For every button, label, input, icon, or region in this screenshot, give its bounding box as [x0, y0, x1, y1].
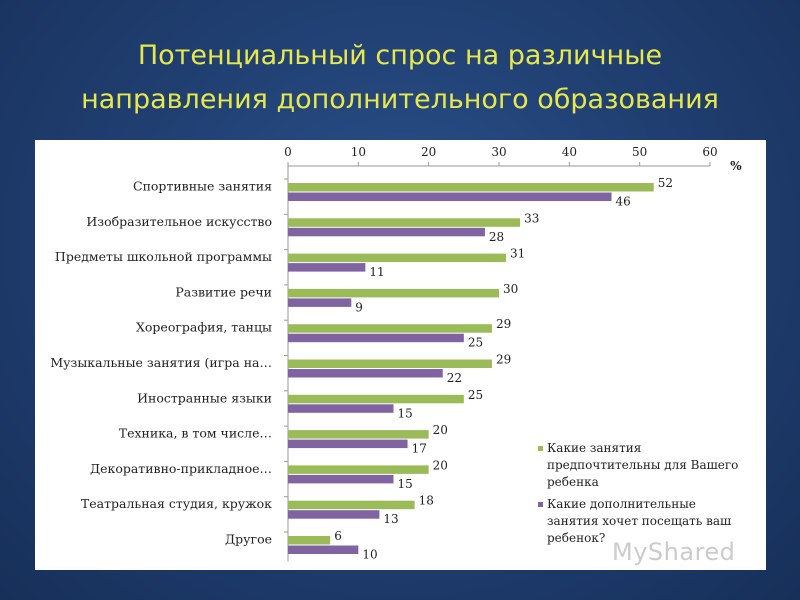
data-label-series1: 18 [419, 494, 434, 508]
data-label-series1: 52 [658, 176, 673, 190]
data-label-series2: 13 [383, 512, 398, 526]
legend-label: ребенка [547, 475, 599, 489]
x-tick-label: 50 [632, 145, 647, 159]
category-label: Предметы школьной программы [55, 249, 272, 264]
bar-series1 [288, 324, 492, 333]
category-label: Другое [225, 532, 272, 547]
legend-label: Какие занятия [547, 441, 641, 455]
bar-series2 [288, 263, 366, 272]
x-tick-label: 0 [284, 145, 292, 159]
data-label-series1: 20 [433, 423, 448, 437]
data-label-series1: 20 [433, 458, 448, 472]
data-label-series2: 15 [398, 477, 413, 491]
slide-title-line-1: Потенциальный спрос на различные [137, 40, 663, 71]
data-label-series2: 15 [398, 406, 413, 420]
x-tick-label: 60 [702, 145, 717, 159]
x-tick-label: 10 [351, 145, 366, 159]
category-label: Техника, в том числе… [119, 426, 272, 441]
bar-series2 [288, 510, 380, 519]
slide-title-line-2: направления дополнительного образования [81, 84, 719, 115]
data-label-series1: 6 [334, 529, 342, 543]
data-label-series1: 25 [468, 388, 483, 402]
slide-title: Потенциальный спрос на различные направл… [0, 34, 800, 122]
unit-label: % [730, 159, 742, 173]
data-label-series2: 46 [616, 195, 631, 209]
bar-series1 [288, 465, 429, 474]
legend-label: Какие дополнительные [547, 497, 696, 511]
data-label-series2: 22 [447, 371, 462, 385]
watermark-text: MyShared [612, 538, 736, 566]
data-label-series1: 29 [496, 353, 511, 367]
bar-series2 [288, 227, 485, 237]
bar-series2 [288, 404, 394, 413]
legend-label: предпочтительны для Вашего [547, 458, 738, 472]
legend-swatch [538, 502, 543, 507]
data-label-series2: 11 [369, 265, 384, 279]
category-label: Театральная студия, кружок [81, 496, 272, 511]
data-label-series2: 10 [362, 548, 377, 562]
data-label-series1: 31 [510, 247, 525, 261]
bar-series2 [288, 333, 464, 343]
bar-series1 [288, 183, 654, 192]
bar-series1 [288, 394, 464, 404]
x-tick-label: 30 [491, 145, 506, 159]
chart-panel [35, 140, 766, 570]
bar-series1 [288, 218, 521, 227]
bar-series2 [288, 298, 352, 307]
bar-series2 [288, 545, 359, 554]
bar-series1 [288, 536, 331, 545]
bar-series2 [288, 474, 394, 484]
category-label: Декоративно-прикладное… [90, 461, 272, 476]
legend-label: ребенок? [547, 531, 605, 545]
data-label-series1: 29 [496, 317, 511, 331]
category-label: Спортивные занятия [133, 179, 272, 194]
bar-series1 [288, 253, 507, 263]
bar-series2 [288, 192, 612, 201]
category-label: Изобразительное искусство [86, 214, 272, 229]
x-tick-label: 40 [562, 145, 577, 159]
data-label-series2: 9 [355, 300, 363, 314]
bar-series1 [288, 288, 499, 298]
data-label-series2: 25 [468, 336, 483, 350]
x-tick-label: 20 [421, 145, 436, 159]
category-label: Развитие речи [175, 284, 272, 299]
bar-series2 [288, 369, 443, 378]
data-label-series2: 17 [412, 442, 427, 456]
category-label: Иностранные языки [137, 390, 272, 405]
bar-series1 [288, 500, 415, 510]
bar-series1 [288, 359, 492, 368]
data-label-series2: 28 [489, 230, 504, 244]
bar-series1 [288, 430, 429, 439]
bar-series2 [288, 439, 408, 449]
category-label: Хореография, танцы [136, 320, 272, 335]
data-label-series1: 30 [503, 282, 518, 296]
legend-swatch [538, 446, 543, 451]
data-label-series1: 33 [524, 211, 539, 225]
category-label: Музыкальные занятия (игра на… [50, 355, 272, 370]
legend-label: занятия хочет посещать ваш [547, 514, 731, 528]
